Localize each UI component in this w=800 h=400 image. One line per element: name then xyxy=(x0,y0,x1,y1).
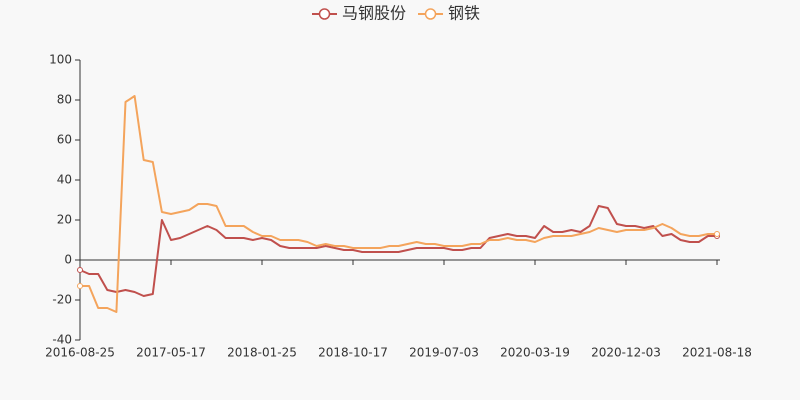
legend-label: 马钢股份 xyxy=(342,4,406,23)
legend-icon-marker xyxy=(424,8,437,20)
legend-icon-marker xyxy=(318,8,331,20)
legend: 马钢股份 钢铁 xyxy=(312,4,480,23)
x-tick-label: 2021-08-18 xyxy=(682,346,752,360)
y-tick-label: 60 xyxy=(57,133,72,147)
x-tick-label: 2020-12-03 xyxy=(591,346,661,360)
y-tick-label: 80 xyxy=(57,93,72,107)
y-tick-label: 20 xyxy=(57,213,72,227)
y-tick-label: -20 xyxy=(52,293,72,307)
x-tick-label: 2018-10-17 xyxy=(318,346,388,360)
y-tick-label: 40 xyxy=(57,173,72,187)
series-end-marker xyxy=(77,267,83,273)
x-tick-label: 2017-05-17 xyxy=(136,346,206,360)
legend-label: 钢铁 xyxy=(448,4,480,23)
x-tick-label: 2019-07-03 xyxy=(409,346,479,360)
x-tick-label: 2020-03-19 xyxy=(500,346,570,360)
y-tick-label: 100 xyxy=(49,53,72,67)
series-line xyxy=(79,205,717,297)
series-end-marker xyxy=(77,283,83,289)
x-tick-label: 2016-08-25 xyxy=(45,346,115,360)
y-tick-label: 0 xyxy=(64,253,72,267)
series-end-marker xyxy=(714,231,720,237)
series-line xyxy=(80,95,717,313)
x-tick-label: 2018-01-25 xyxy=(227,346,297,360)
y-tick-label: -40 xyxy=(52,333,72,347)
